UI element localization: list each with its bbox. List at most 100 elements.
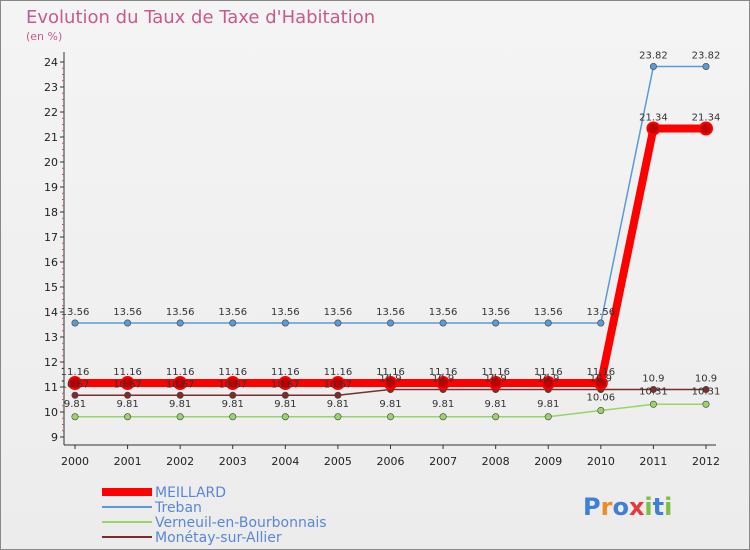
data-label: 10.9 bbox=[642, 374, 664, 385]
data-label: 11.16 bbox=[113, 367, 142, 378]
data-label: 10.9 bbox=[695, 374, 717, 385]
data-label: 9.81 bbox=[537, 399, 559, 410]
data-point bbox=[702, 400, 710, 408]
data-label: 13.56 bbox=[534, 307, 563, 318]
data-point bbox=[597, 319, 605, 327]
x-tick-label: 2012 bbox=[692, 455, 720, 468]
data-point bbox=[176, 413, 184, 421]
proxiti-logo: Proxiti bbox=[583, 493, 672, 521]
data-point bbox=[71, 319, 79, 327]
chart-title: Evolution du Taux de Taxe d'Habitation bbox=[26, 7, 375, 28]
data-point bbox=[334, 319, 342, 327]
x-tick-label: 2005 bbox=[324, 455, 352, 468]
x-tick-label: 2000 bbox=[61, 455, 89, 468]
data-point bbox=[124, 413, 132, 421]
data-point bbox=[386, 413, 394, 421]
data-point bbox=[439, 319, 447, 327]
series-line-meillard bbox=[71, 124, 710, 387]
data-label: 9.81 bbox=[379, 399, 401, 410]
data-label: 11.16 bbox=[376, 367, 405, 378]
series-line-treban bbox=[74, 65, 707, 324]
data-label: 13.56 bbox=[113, 307, 142, 318]
x-tick-label: 2002 bbox=[166, 455, 194, 468]
data-label: 10.9 bbox=[432, 374, 454, 385]
data-point bbox=[544, 413, 552, 421]
y-tick-label: 21 bbox=[44, 131, 58, 144]
data-point bbox=[176, 391, 184, 399]
x-tick-label: 2003 bbox=[219, 455, 247, 468]
x-tick-label: 2001 bbox=[114, 455, 142, 468]
data-label: 13.56 bbox=[429, 307, 458, 318]
data-label: 10.67 bbox=[166, 379, 195, 390]
data-point bbox=[225, 376, 240, 390]
data-point bbox=[281, 413, 289, 421]
legend-label: Monétay-sur-Allier bbox=[155, 530, 282, 546]
data-label: 13.56 bbox=[218, 307, 247, 318]
data-point bbox=[229, 319, 237, 327]
data-label: 9.81 bbox=[274, 399, 296, 410]
data-label: 13.56 bbox=[61, 307, 90, 318]
data-point bbox=[278, 376, 293, 390]
data-point bbox=[702, 62, 710, 70]
data-label: 11.16 bbox=[324, 367, 353, 378]
data-point bbox=[649, 385, 657, 393]
y-tick-label: 13 bbox=[44, 331, 58, 344]
data-label: 23.82 bbox=[639, 51, 668, 62]
data-point bbox=[383, 376, 398, 390]
legend-label: Treban bbox=[154, 500, 202, 516]
data-label: 11.16 bbox=[587, 367, 616, 378]
data-point bbox=[702, 385, 710, 393]
data-point bbox=[173, 376, 188, 390]
data-label: 13.56 bbox=[324, 307, 353, 318]
data-point bbox=[281, 391, 289, 399]
data-label: 10.31 bbox=[692, 386, 721, 397]
x-tick-label: 2006 bbox=[377, 455, 405, 468]
data-label: 10.67 bbox=[324, 379, 353, 390]
data-label: 9.81 bbox=[485, 399, 507, 410]
data-label: 13.56 bbox=[271, 307, 300, 318]
data-label: 10.67 bbox=[61, 379, 90, 390]
data-point bbox=[541, 376, 556, 390]
x-tick-label: 2010 bbox=[587, 455, 615, 468]
data-point bbox=[281, 319, 289, 327]
y-tick-label: 19 bbox=[44, 181, 58, 194]
data-label: 21.34 bbox=[639, 113, 668, 124]
x-tick-labels: 2000 2001 2002 2003 2004 2005 2006 2007 2008 2009… bbox=[61, 455, 720, 468]
data-point bbox=[176, 319, 184, 327]
data-point bbox=[544, 319, 552, 327]
data-point bbox=[649, 400, 657, 408]
data-point bbox=[124, 319, 132, 327]
series-points bbox=[68, 62, 713, 421]
data-label: 13.56 bbox=[587, 307, 616, 318]
data-label: 10.9 bbox=[379, 374, 401, 385]
data-point bbox=[597, 406, 605, 414]
series-lines bbox=[71, 65, 710, 418]
data-label: 11.16 bbox=[481, 367, 510, 378]
data-label: 11.16 bbox=[271, 367, 300, 378]
data-label: 13.56 bbox=[481, 307, 510, 318]
data-label: 9.81 bbox=[327, 399, 349, 410]
data-point bbox=[229, 413, 237, 421]
data-label: 9.81 bbox=[116, 399, 138, 410]
data-label: 10.9 bbox=[485, 374, 507, 385]
data-point bbox=[492, 319, 500, 327]
data-point bbox=[386, 319, 394, 327]
data-point bbox=[330, 376, 345, 390]
data-label: 13.56 bbox=[376, 307, 405, 318]
legend: MEILLARDTrebanVerneuil-en-BourbonnaisMon… bbox=[102, 485, 327, 546]
data-point bbox=[488, 376, 503, 390]
y-tick-label: 24 bbox=[44, 56, 58, 69]
data-point bbox=[699, 121, 713, 136]
x-tick-label: 2008 bbox=[482, 455, 510, 468]
y-tick-label: 22 bbox=[44, 106, 58, 119]
data-point bbox=[229, 391, 237, 399]
data-label: 9.81 bbox=[169, 399, 191, 410]
x-tick-label: 2011 bbox=[639, 455, 667, 468]
data-point bbox=[593, 376, 608, 390]
data-label: 11.16 bbox=[218, 367, 247, 378]
data-label: 10.31 bbox=[639, 386, 668, 397]
data-point bbox=[71, 391, 79, 399]
y-tick-label: 12 bbox=[44, 356, 58, 369]
data-label: 10.67 bbox=[218, 379, 247, 390]
